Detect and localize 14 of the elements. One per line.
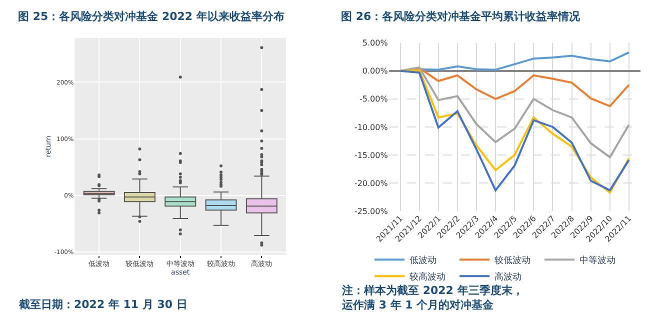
y-tick-label: -25.00% [354, 206, 388, 216]
text: 截至日期：2022 年 11 月 30 日 [18, 298, 188, 311]
y-tick-label: -15.00% [354, 150, 388, 160]
y-tick-label: -5.00% [360, 94, 388, 104]
legend-label: 较高波动 [410, 272, 446, 283]
y-tick-label: 5.00% [362, 38, 388, 48]
legend-label: 高波动 [494, 272, 522, 283]
chart-title: 图 25：各风险分类对冲基金 2022 年以来收益率分布 [18, 10, 284, 23]
chart-title: 图 26：各风险分类对冲基金平均累计收益率情况 [341, 10, 582, 23]
y-tick-label: 0.00% [362, 66, 388, 76]
line-series [399, 66, 630, 158]
y-tick-label: -10.00% [354, 122, 388, 132]
text: 注：样本为截至 2022 年三季度末，运作满 3 年 1 个月的对冲基金 [341, 284, 524, 312]
y-tick-label: -20.00% [354, 178, 388, 188]
